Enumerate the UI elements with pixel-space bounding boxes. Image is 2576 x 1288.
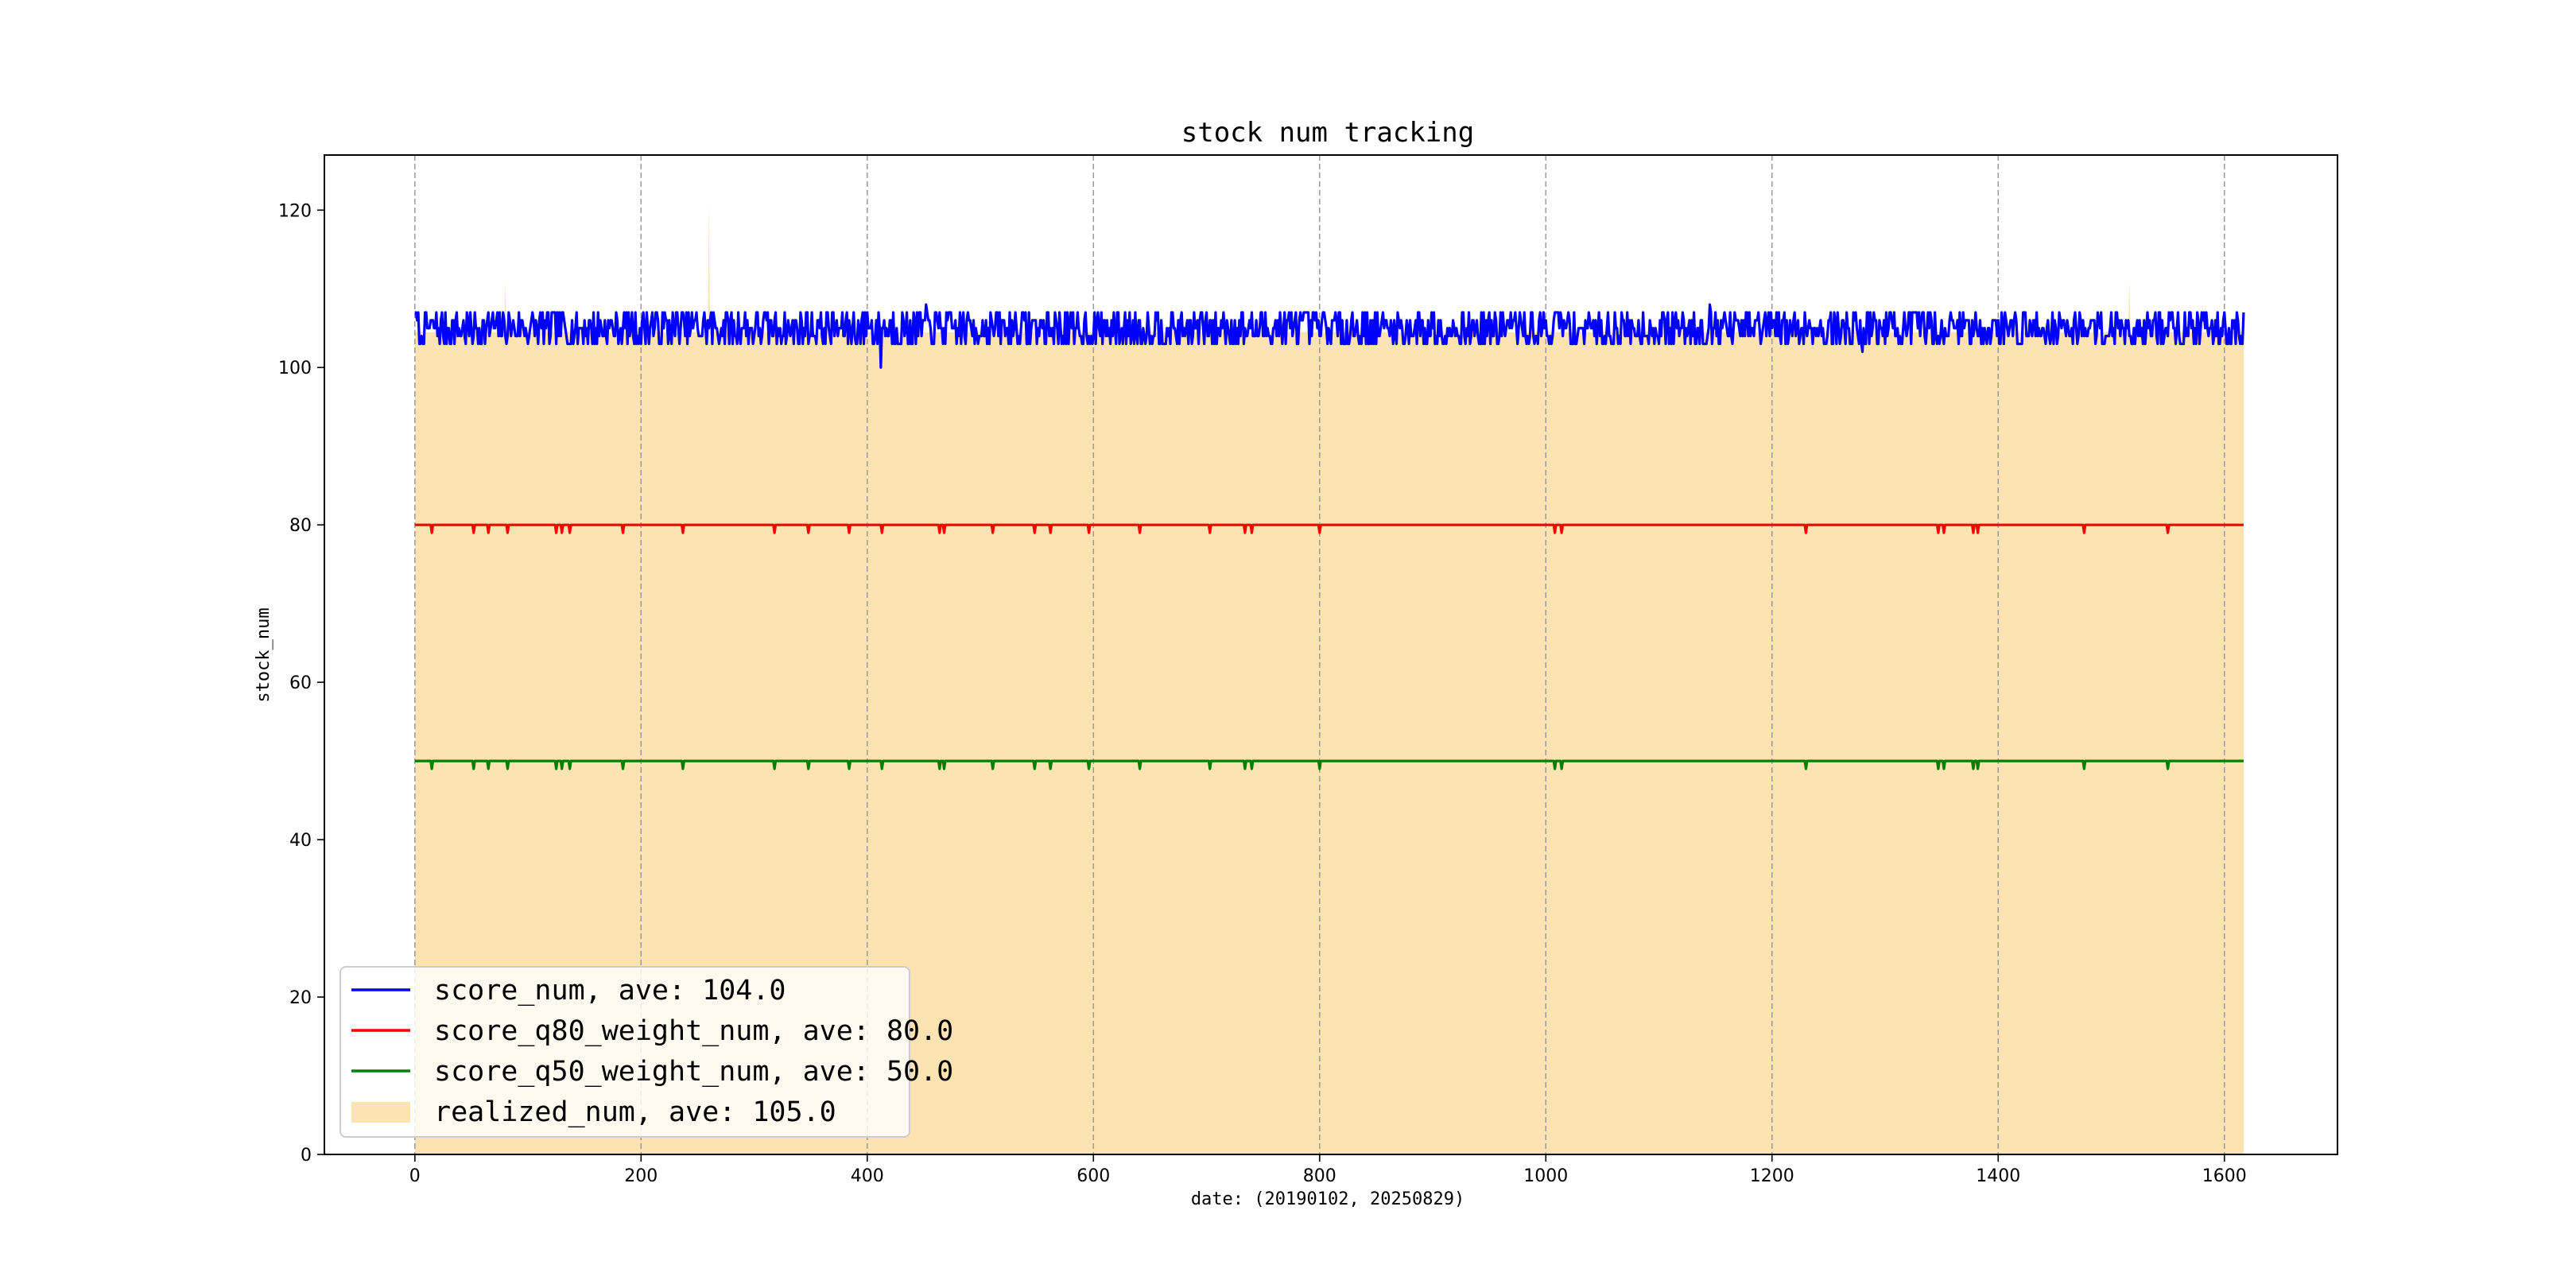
x-tick-label-1000: 1000 [1523, 1166, 1568, 1186]
y-tick-label-0: 0 [301, 1146, 312, 1166]
x-tick-label-200: 200 [624, 1166, 658, 1186]
legend-patch-realized-num [351, 1102, 410, 1123]
y-tick-label-20: 20 [289, 988, 312, 1008]
x-tick-label-800: 800 [1303, 1166, 1336, 1186]
y-tick-label-100: 100 [278, 359, 312, 378]
x-tick-label-1200: 1200 [1750, 1166, 1794, 1186]
axis-ticks: 0 200 400 600 800 1000 1200 1400 1600 0 20 40 60 80 10… [278, 201, 2247, 1186]
x-tick-label-1600: 1600 [2202, 1166, 2247, 1186]
y-tick-label-120: 120 [278, 201, 312, 221]
y-tick-label-40: 40 [289, 831, 312, 851]
area-series-layer [414, 202, 2244, 1154]
x-tick-label-1400: 1400 [1976, 1166, 2020, 1186]
line-series-score-q50-weight-num [414, 759, 2244, 770]
plot-area [414, 155, 2245, 1154]
y-axis-label: stock_num [254, 607, 274, 702]
y-tick-label-80: 80 [289, 516, 312, 536]
chart-title: stock num tracking [1181, 117, 1474, 149]
line-series-layer [414, 303, 2245, 770]
y-tick-label-60: 60 [289, 673, 312, 693]
x-tick-label-0: 0 [409, 1166, 421, 1186]
legend-label-score-num: score_num, ave: 104.0 [434, 975, 786, 1007]
legend-label-score-q80: score_q80_weight_num, ave: 80.0 [434, 1015, 953, 1047]
legend: score_num, ave: 104.0 score_q80_weight_n… [339, 966, 953, 1138]
plot-frame [324, 154, 2338, 1155]
line-series-score-num [414, 303, 2245, 369]
legend-label-realized-num: realized_num, ave: 105.0 [434, 1096, 836, 1128]
area-series-realized-num [414, 202, 2244, 1154]
legend-box [339, 966, 910, 1138]
line-series-score-q80-weight-num [414, 523, 2244, 534]
x-tick-label-400: 400 [851, 1166, 884, 1186]
x-axis-label: date: (20190102, 20250829) [1191, 1189, 1465, 1209]
x-tick-label-600: 600 [1077, 1166, 1110, 1186]
legend-label-score-q50: score_q50_weight_num, ave: 50.0 [434, 1056, 953, 1088]
